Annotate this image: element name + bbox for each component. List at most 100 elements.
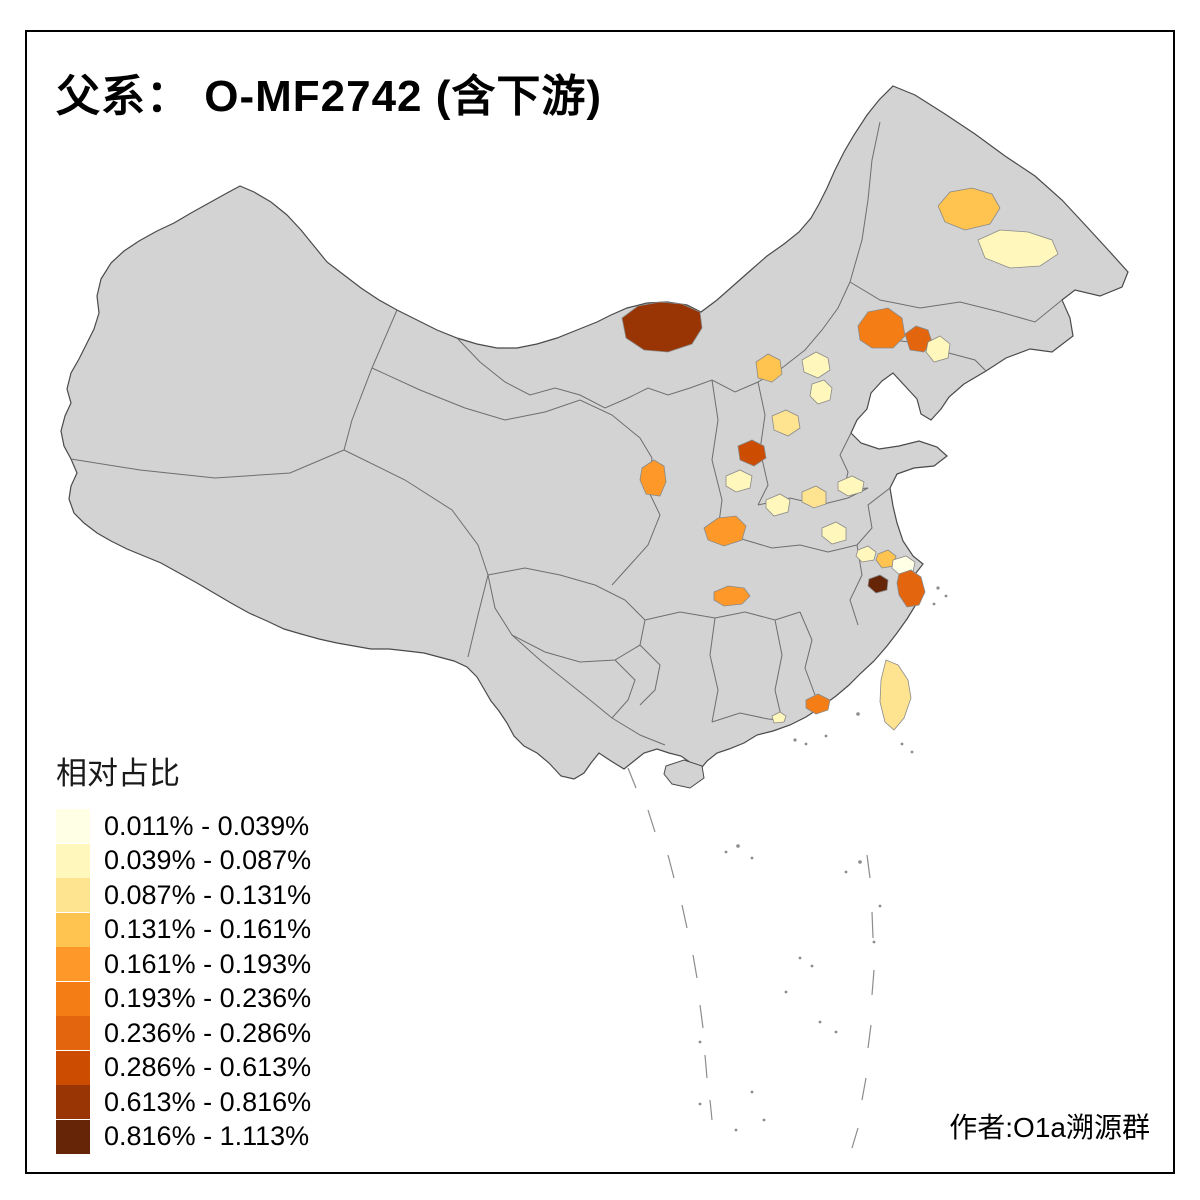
legend-label: 0.193% - 0.236% xyxy=(104,983,312,1014)
map-region xyxy=(855,545,877,563)
legend-label: 0.816% - 1.113% xyxy=(104,1121,310,1152)
china-mainland-outline xyxy=(60,85,1129,780)
legend-label: 0.236% - 0.286% xyxy=(104,1017,312,1048)
legend-swatch xyxy=(56,981,90,1016)
legend-swatch xyxy=(56,843,90,878)
islet xyxy=(936,586,940,590)
legend-item: 0.193% - 0.236% xyxy=(56,981,312,1017)
islet xyxy=(804,742,808,746)
map-region xyxy=(765,493,791,517)
map-region xyxy=(703,515,747,547)
legend-label: 0.087% - 0.131% xyxy=(104,879,312,910)
legend-item: 0.286% - 0.613% xyxy=(56,1050,312,1086)
map-region xyxy=(837,475,865,497)
islet xyxy=(878,904,882,908)
islet xyxy=(750,856,754,860)
nine-dash-line xyxy=(627,767,875,1149)
map-region xyxy=(821,521,847,545)
map-region xyxy=(755,353,783,383)
legend-swatch-rect xyxy=(56,947,90,982)
map-region xyxy=(737,439,767,467)
islet xyxy=(834,1030,838,1034)
islet xyxy=(910,750,914,754)
islet xyxy=(698,1040,702,1044)
map-region xyxy=(771,711,787,724)
islet xyxy=(810,964,814,968)
page-title: 父系： O-MF2742 (含下游) xyxy=(56,72,603,121)
map-region xyxy=(621,301,703,353)
islet xyxy=(900,742,904,746)
map-region xyxy=(977,229,1059,269)
islet xyxy=(944,594,948,598)
taiwan-island xyxy=(879,659,912,731)
legend-swatch-rect xyxy=(56,1016,90,1051)
islet xyxy=(858,860,862,864)
legend-swatch xyxy=(56,912,90,947)
legend: 相对占比 0.011% - 0.039% 0.039% - 0.087% 0.0… xyxy=(56,748,311,1154)
legend-swatch xyxy=(56,947,90,982)
legend-title: 相对占比 xyxy=(56,756,180,791)
islet xyxy=(734,1128,738,1132)
legend-swatch-rect xyxy=(56,912,90,947)
hainan-island xyxy=(663,759,705,789)
attribution-text: 作者:O1a溯源群 xyxy=(949,1112,1150,1143)
map-region xyxy=(771,409,801,437)
map-region xyxy=(805,693,831,715)
legend-swatch xyxy=(56,1085,90,1120)
islet xyxy=(856,712,860,716)
islet xyxy=(932,602,936,606)
legend-item: 0.087% - 0.131% xyxy=(56,878,311,913)
islet xyxy=(818,1020,822,1024)
islet xyxy=(844,870,848,874)
islet xyxy=(736,844,740,848)
map-region xyxy=(896,569,926,608)
islet xyxy=(798,956,802,960)
islet xyxy=(872,940,876,944)
islet xyxy=(793,738,797,742)
islet xyxy=(724,850,728,854)
legend-item: 0.236% - 0.286% xyxy=(56,1016,311,1051)
map-region xyxy=(801,351,831,379)
legend-label: 0.131% - 0.161% xyxy=(104,914,312,945)
legend-swatch-rect xyxy=(56,809,90,844)
legend-swatch xyxy=(56,1050,90,1085)
legend-swatch xyxy=(56,1016,90,1051)
map-region xyxy=(809,379,833,405)
colored-regions xyxy=(621,187,1059,731)
map-region xyxy=(867,574,889,594)
legend-swatch-rect xyxy=(56,843,90,878)
legend-item: 0.011% - 0.039% xyxy=(56,809,311,844)
islet xyxy=(750,1090,754,1094)
map-region xyxy=(937,187,1001,231)
legend-swatch xyxy=(56,878,90,913)
legend-swatch xyxy=(56,809,90,844)
legend-swatch-rect xyxy=(56,1119,90,1154)
legend-label: 0.613% - 0.816% xyxy=(104,1086,312,1117)
islet xyxy=(824,734,828,738)
legend-item: 0.039% - 0.087% xyxy=(56,843,312,879)
map-region xyxy=(713,585,751,607)
legend-swatch-rect xyxy=(56,1085,90,1120)
legend-label: 0.011% - 0.039% xyxy=(104,810,310,841)
legend-item: 0.613% - 0.816% xyxy=(56,1085,311,1120)
map-region xyxy=(801,485,827,509)
map-region xyxy=(725,469,753,493)
legend-item: 0.161% - 0.193% xyxy=(56,947,311,982)
islet xyxy=(762,1118,766,1122)
legend-swatch-rect xyxy=(56,981,90,1016)
map-region xyxy=(925,335,951,363)
legend-swatch-rect xyxy=(56,878,90,913)
legend-label: 0.039% - 0.087% xyxy=(104,845,312,876)
south-china-sea-marks xyxy=(627,586,948,1149)
legend-swatch-rect xyxy=(56,1050,90,1085)
map-region xyxy=(857,307,906,349)
legend-item: 0.816% - 1.113% xyxy=(56,1119,311,1155)
islet xyxy=(698,1102,702,1106)
islet xyxy=(784,990,788,994)
legend-label: 0.161% - 0.193% xyxy=(104,948,312,979)
legend-item: 0.131% - 0.161% xyxy=(56,912,312,948)
legend-label: 0.286% - 0.613% xyxy=(104,1052,312,1083)
map-region xyxy=(639,459,667,497)
